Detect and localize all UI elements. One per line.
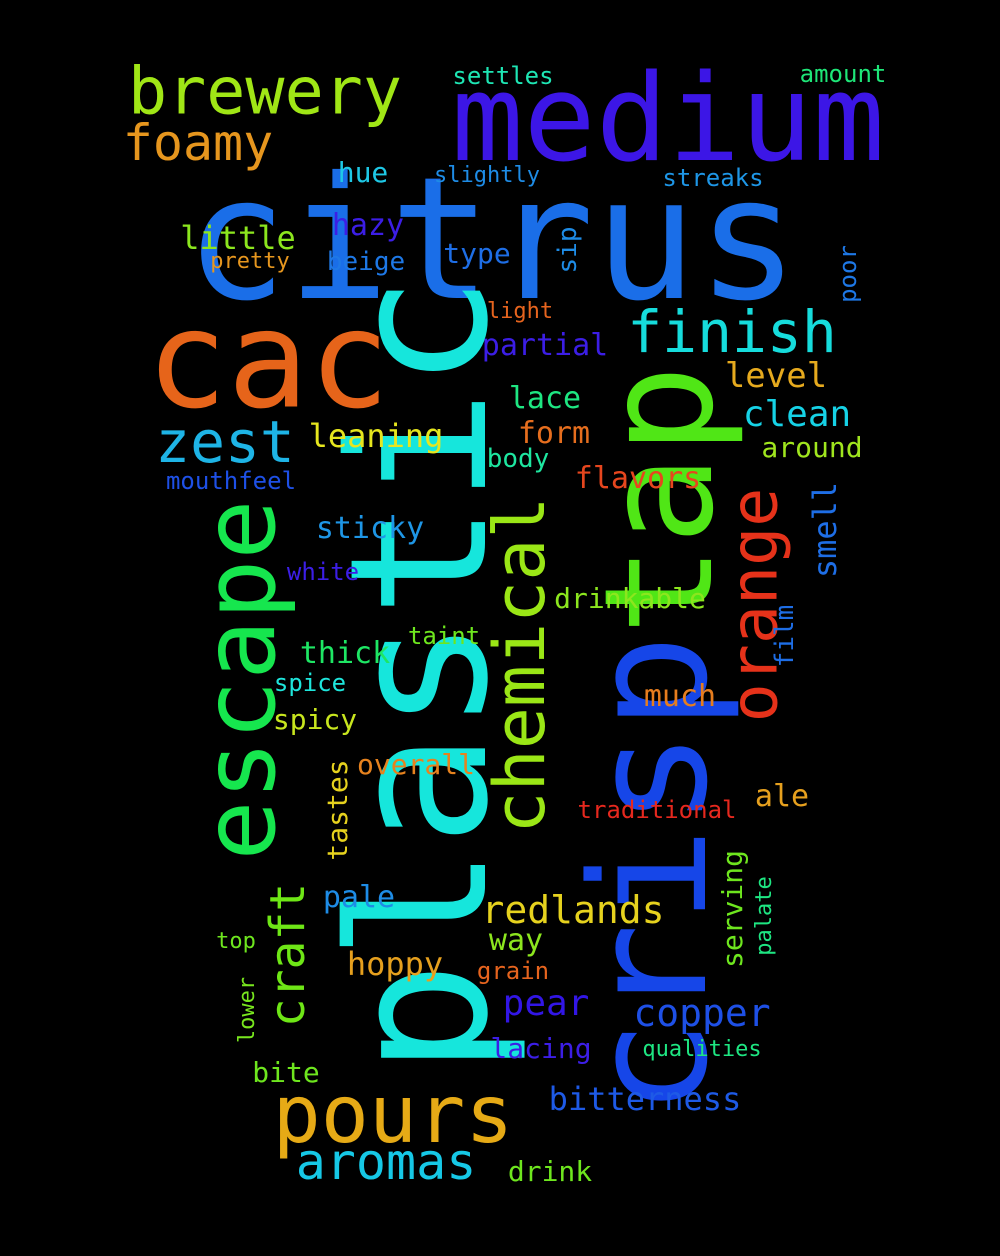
cloud-word: type [443, 237, 511, 270]
cloud-word: partial [481, 328, 609, 363]
cloud-word: spicy [272, 703, 358, 736]
cloud-word: hoppy [346, 945, 444, 983]
cloud-word: pear [502, 983, 590, 1024]
cloud-word: flavors [574, 461, 702, 496]
cloud-word: drink [507, 1155, 593, 1188]
cloud-word: copper [633, 991, 771, 1035]
cloud-word: amount [799, 60, 887, 88]
cloud-word: zest [155, 408, 295, 476]
cloud-word: white [286, 558, 360, 586]
cloud-word: poor [834, 245, 862, 303]
cloud-word: lower [235, 976, 260, 1044]
cloud-word: hazy [331, 208, 405, 243]
cloud-word: citrus [184, 141, 800, 339]
cloud-word: body [486, 444, 550, 474]
cloud-word: spice [273, 669, 347, 697]
cloud-word: taint [407, 622, 481, 650]
cloud-word: cac [146, 281, 390, 439]
cloud-word: streaks [662, 164, 764, 192]
cloud-word: leaning [308, 417, 444, 455]
cloud-word: little [180, 219, 296, 257]
cloud-word: settles [452, 62, 554, 90]
cloud-word: finish [627, 298, 837, 366]
cloud-word: level [724, 356, 828, 396]
cloud-word: aromas [295, 1133, 477, 1191]
cloud-word: slightly [434, 163, 540, 188]
cloud-word: serving [716, 849, 749, 969]
cloud-word: bitterness [548, 1080, 742, 1118]
cloud-word: tastes [321, 759, 354, 861]
cloud-word: foamy [122, 114, 274, 172]
cloud-word: qualities [642, 1037, 762, 1062]
cloud-word: clean [742, 394, 852, 435]
cloud-word: traditional [577, 796, 737, 824]
cloud-word: pale [322, 880, 396, 915]
cloud-word: hue [337, 156, 389, 189]
cloud-word: way [488, 923, 544, 958]
cloud-word: much [643, 679, 717, 714]
cloud-word: sip [553, 226, 583, 274]
cloud-word: ale [754, 779, 810, 814]
cloud-word: palate [752, 876, 777, 956]
cloud-word: mouthfeel [165, 467, 297, 495]
cloud-word: beige [326, 247, 406, 277]
cloud-word: drinkable [554, 582, 706, 615]
cloud-word: pours [272, 1068, 514, 1161]
cloud-word: redlands [481, 888, 665, 932]
cloud-word: overall [356, 748, 476, 781]
cloud-word: chemical [479, 496, 561, 834]
cloud-word: smell [806, 481, 844, 579]
cloud-word: film [770, 604, 800, 668]
cloud-word: lacing [490, 1032, 592, 1065]
cloud-word: thick [299, 636, 391, 671]
cloud-word: medium [451, 50, 885, 189]
cloud-word: around [761, 431, 863, 464]
cloud-word: grain [476, 957, 550, 985]
cloud-word: craft [260, 882, 316, 1028]
cloud-word: light [486, 299, 554, 324]
cloud-word: pretty [210, 249, 290, 274]
cloud-word: brewery [128, 54, 402, 130]
cloud-word: bite [252, 1056, 320, 1089]
cloud-word: form [517, 416, 591, 451]
cloud-word: top [216, 929, 256, 954]
cloud-word: lace [508, 381, 582, 416]
cloud-word: sticky [315, 511, 425, 546]
